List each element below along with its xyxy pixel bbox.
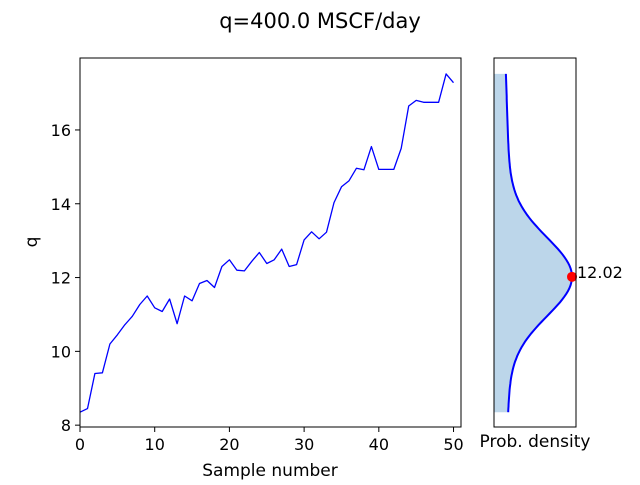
density-fill-area bbox=[494, 74, 572, 412]
x-tick-label: 20 bbox=[219, 435, 239, 454]
chart-title: q=400.0 MSCF/day bbox=[219, 9, 421, 33]
y-tick-label: 16 bbox=[51, 121, 71, 140]
density-plot: 12.02 Prob. density bbox=[480, 58, 623, 452]
y-tick-label: 12 bbox=[51, 269, 71, 288]
x-tick-label: 40 bbox=[369, 435, 389, 454]
main-plot: 0 10 20 30 40 50 8 10 12 14 16 Sample number q bbox=[22, 58, 464, 480]
y-tick-label: 10 bbox=[51, 342, 71, 361]
y-tick-label: 8 bbox=[61, 416, 71, 435]
density-peak-label: 12.02 bbox=[577, 263, 623, 282]
y-tick-label: 14 bbox=[51, 195, 71, 214]
x-tick-label: 50 bbox=[443, 435, 463, 454]
main-plot-background bbox=[80, 58, 461, 427]
y-axis-label: q bbox=[22, 237, 42, 248]
density-x-axis-label: Prob. density bbox=[480, 432, 591, 452]
x-tick-label: 0 bbox=[75, 435, 85, 454]
x-axis-label: Sample number bbox=[202, 461, 338, 480]
x-tick-label: 30 bbox=[294, 435, 314, 454]
x-tick-label: 10 bbox=[145, 435, 165, 454]
